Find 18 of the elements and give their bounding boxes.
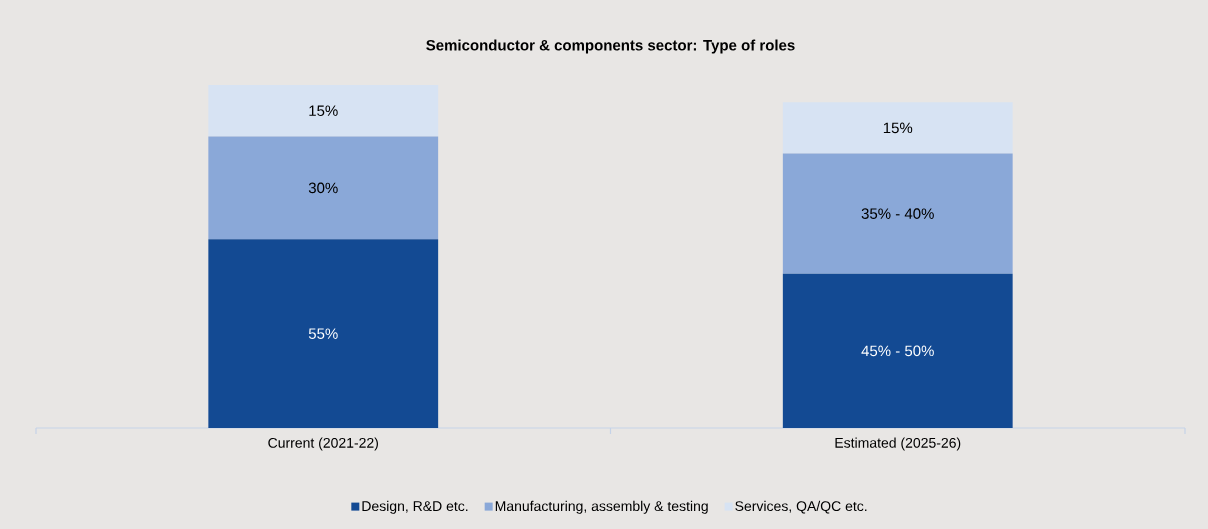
bar xyxy=(208,136,439,240)
bar xyxy=(782,153,1013,274)
bar xyxy=(782,273,1013,428)
data-label: 45% - 50% xyxy=(861,345,934,357)
data-label: 15% xyxy=(309,105,338,116)
bar xyxy=(208,239,439,428)
x-tick-label: Estimated (2025-26) xyxy=(835,437,961,451)
bar xyxy=(782,102,1013,154)
legend-label: Services, QA/QC etc. xyxy=(735,500,867,514)
data-label: 55% xyxy=(308,328,338,339)
bar xyxy=(208,85,439,137)
legend-label: Manufacturing, assembly & testing xyxy=(495,500,708,514)
data-label: 15% xyxy=(883,122,913,134)
chart-title: Semiconductor & components sector: Type of roles xyxy=(426,39,795,54)
data-label: 30% xyxy=(308,182,338,194)
data-label: 35% - 40% xyxy=(861,208,934,219)
legend-label: Design, R&D etc. xyxy=(362,500,468,514)
x-tick-label: Current (2021-22) xyxy=(268,437,378,451)
